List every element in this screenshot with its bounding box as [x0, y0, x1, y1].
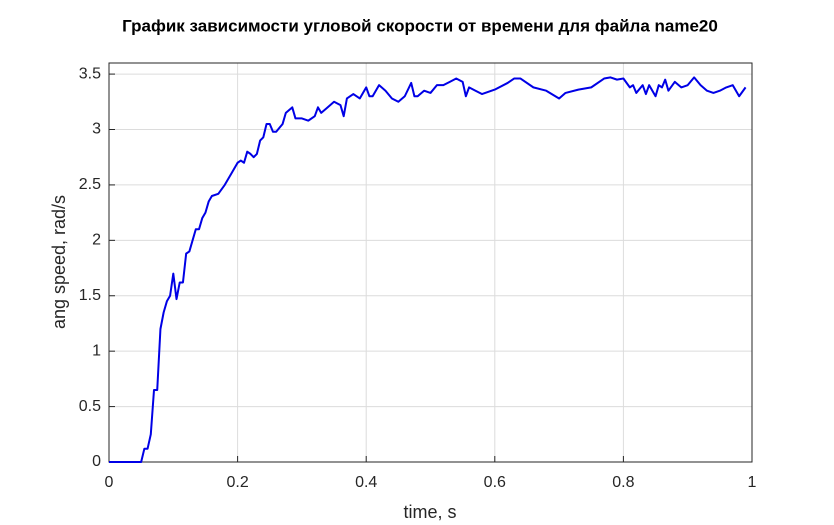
y-tick-label: 2 [92, 232, 101, 249]
x-tick-label: 1 [748, 474, 757, 491]
x-axis-label: time, s [403, 502, 456, 522]
y-tick-label: 0 [92, 453, 101, 470]
y-tick-label: 3.5 [79, 65, 101, 82]
x-tick-label: 0.6 [484, 474, 506, 491]
x-tick-label: 0.4 [355, 474, 377, 491]
plot-frame [108, 62, 753, 463]
x-tick-label: 0.2 [226, 474, 248, 491]
y-tick-label: 0.5 [79, 398, 101, 415]
data-line [109, 76, 747, 463]
chart-title: График зависимости угловой скорости от в… [122, 16, 718, 35]
y-tick-label: 1.5 [79, 287, 101, 304]
x-tick-label: 0 [105, 474, 114, 491]
y-axis-label: ang speed, rad/s [49, 195, 69, 329]
y-tick-label: 3 [92, 121, 101, 138]
y-tick-label: 1 [92, 342, 101, 359]
y-tick-label: 2.5 [79, 176, 101, 193]
x-tick-label: 0.8 [612, 474, 634, 491]
